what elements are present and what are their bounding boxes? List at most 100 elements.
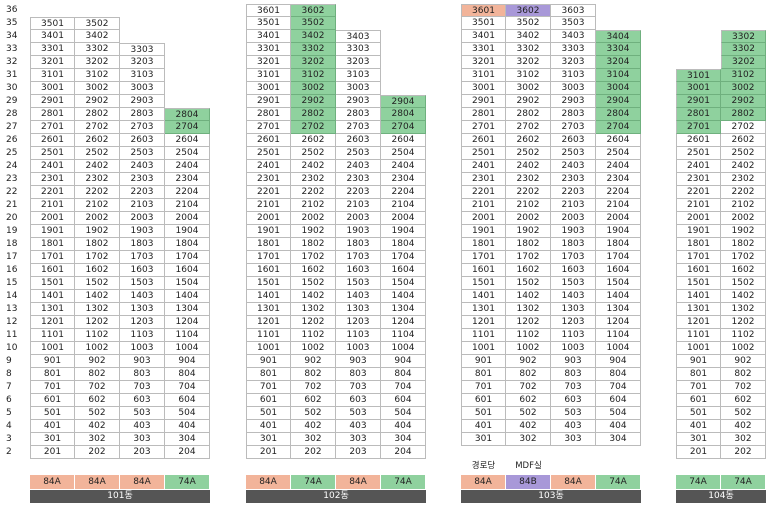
unit-cell: 2502 bbox=[291, 147, 336, 160]
unit-cell: 1802 bbox=[291, 238, 336, 251]
unit-cell: 701 bbox=[30, 381, 75, 394]
unit-cell: 2601 bbox=[461, 134, 506, 147]
unit-cell: 401 bbox=[461, 420, 506, 433]
unit-cell: 1102 bbox=[75, 329, 120, 342]
unit-cell: 2901 bbox=[30, 95, 75, 108]
unit-cell: 2601 bbox=[246, 134, 291, 147]
unit-cell: 2803 bbox=[120, 108, 165, 121]
unit-cell: 1201 bbox=[676, 316, 721, 329]
unit-cell: 601 bbox=[676, 394, 721, 407]
unit-cell: 1402 bbox=[75, 290, 120, 303]
unit-cell: 403 bbox=[120, 420, 165, 433]
unit-cell: 2203 bbox=[551, 186, 596, 199]
unit-cell: 903 bbox=[120, 355, 165, 368]
unit-cell: 2202 bbox=[291, 186, 336, 199]
unit-cell: 3003 bbox=[336, 82, 381, 95]
unit-cell: 2203 bbox=[336, 186, 381, 199]
unit-cell: 3302 bbox=[721, 30, 766, 43]
unit-cell: 1703 bbox=[551, 251, 596, 264]
unit-cell: 1302 bbox=[721, 303, 766, 316]
unit-cell: 501 bbox=[246, 407, 291, 420]
unit-cell: 3001 bbox=[461, 82, 506, 95]
unit-cell: 3401 bbox=[461, 30, 506, 43]
unit-cell: 3301 bbox=[461, 43, 506, 56]
unit-cell: 1102 bbox=[291, 329, 336, 342]
unit-cell: 1102 bbox=[506, 329, 551, 342]
floor-label: 34 bbox=[6, 31, 18, 41]
unit-cell: 1404 bbox=[165, 290, 210, 303]
unit-cell: 3202 bbox=[721, 56, 766, 69]
unit-cell: 604 bbox=[165, 394, 210, 407]
unit-cell: 1201 bbox=[461, 316, 506, 329]
unit-cell: 2402 bbox=[506, 160, 551, 173]
unit-cell: 2201 bbox=[676, 186, 721, 199]
unit-cell: 1201 bbox=[246, 316, 291, 329]
unit-cell: 2002 bbox=[506, 212, 551, 225]
unit-cell: 703 bbox=[120, 381, 165, 394]
unit-cell: 3102 bbox=[721, 69, 766, 82]
unit-cell: 3502 bbox=[75, 17, 120, 30]
unit-cell: 1004 bbox=[596, 342, 641, 355]
unit-cell: 2204 bbox=[596, 186, 641, 199]
unit-cell: 1601 bbox=[30, 264, 75, 277]
unit-cell: 501 bbox=[676, 407, 721, 420]
unit-cell: 3101 bbox=[676, 69, 721, 82]
unit-cell: 701 bbox=[246, 381, 291, 394]
floor-label: 6 bbox=[6, 395, 12, 405]
unit-cell: 1402 bbox=[291, 290, 336, 303]
unit-cell: 2701 bbox=[246, 121, 291, 134]
unit-cell: 2301 bbox=[30, 173, 75, 186]
unit-cell: 202 bbox=[721, 446, 766, 459]
unit-cell: 2901 bbox=[461, 95, 506, 108]
unit-cell: 901 bbox=[30, 355, 75, 368]
unit-cell: 1703 bbox=[336, 251, 381, 264]
unit-cell: 2702 bbox=[506, 121, 551, 134]
unit-cell: 1202 bbox=[506, 316, 551, 329]
unit-cell: 2802 bbox=[506, 108, 551, 121]
unit-cell: 1803 bbox=[336, 238, 381, 251]
unit-cell: 1302 bbox=[291, 303, 336, 316]
unit-cell: 3201 bbox=[461, 56, 506, 69]
unit-cell: 2401 bbox=[246, 160, 291, 173]
unit-cell: 2802 bbox=[721, 108, 766, 121]
floor-label: 22 bbox=[6, 187, 18, 197]
unit-cell: 602 bbox=[75, 394, 120, 407]
unit-cell: 1203 bbox=[336, 316, 381, 329]
unit-cell: 1503 bbox=[551, 277, 596, 290]
unit-cell: 802 bbox=[721, 368, 766, 381]
unit-cell: 1603 bbox=[336, 264, 381, 277]
unit-cell: 2801 bbox=[246, 108, 291, 121]
unit-cell: 3201 bbox=[246, 56, 291, 69]
unit-cell: 304 bbox=[165, 433, 210, 446]
unit-cell: 1502 bbox=[721, 277, 766, 290]
floor-label: 8 bbox=[6, 369, 12, 379]
unit-cell: 1001 bbox=[676, 342, 721, 355]
unit-cell: 503 bbox=[120, 407, 165, 420]
unit-cell: 2902 bbox=[291, 95, 336, 108]
unit-cell: 2803 bbox=[336, 108, 381, 121]
unit-cell: 2004 bbox=[165, 212, 210, 225]
unit-cell: 1002 bbox=[75, 342, 120, 355]
unit-cell: 3002 bbox=[506, 82, 551, 95]
unit-cell: 303 bbox=[551, 433, 596, 446]
unit-cell: 2302 bbox=[506, 173, 551, 186]
unit-cell: 1802 bbox=[75, 238, 120, 251]
floor-label: 12 bbox=[6, 317, 18, 327]
unit-cell: 702 bbox=[75, 381, 120, 394]
unit-cell: 2302 bbox=[75, 173, 120, 186]
unit-cell: 1101 bbox=[246, 329, 291, 342]
unit-cell: 2304 bbox=[596, 173, 641, 186]
unit-cell: 2204 bbox=[165, 186, 210, 199]
unit-cell: 1602 bbox=[291, 264, 336, 277]
unit-cell: 404 bbox=[165, 420, 210, 433]
unit-cell: 302 bbox=[291, 433, 336, 446]
unit-cell: 2904 bbox=[381, 95, 426, 108]
unit-cell: 3302 bbox=[721, 43, 766, 56]
unit-cell: 1404 bbox=[596, 290, 641, 303]
unit-cell: 1003 bbox=[336, 342, 381, 355]
unit-cell: 2501 bbox=[676, 147, 721, 160]
unit-cell: 3004 bbox=[596, 82, 641, 95]
unit-cell: 2003 bbox=[336, 212, 381, 225]
unit-cell: 1203 bbox=[551, 316, 596, 329]
unit-cell: 1504 bbox=[381, 277, 426, 290]
